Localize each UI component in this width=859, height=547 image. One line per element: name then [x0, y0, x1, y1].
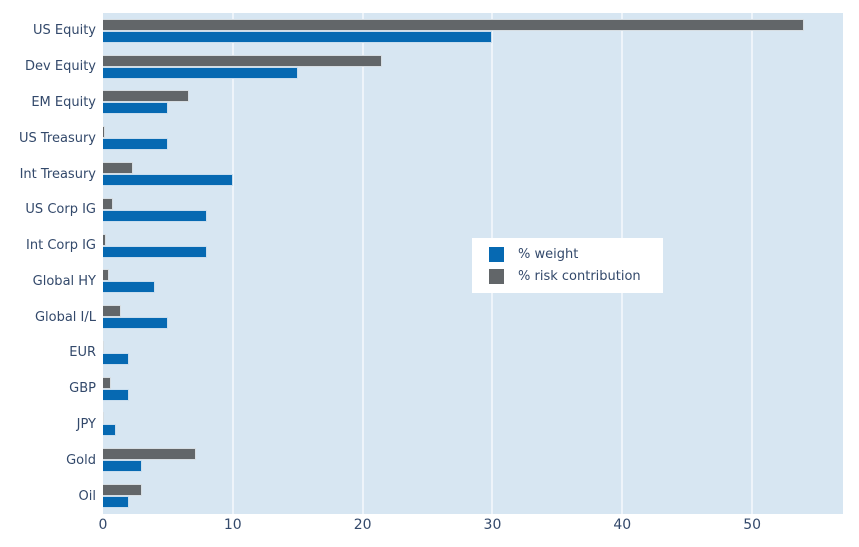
risk-bar — [103, 340, 105, 353]
weight-bar — [103, 317, 168, 330]
gridline — [751, 13, 754, 514]
risk-bar — [103, 197, 114, 210]
category-label: GBP — [69, 381, 96, 397]
x-tick-label: 0 — [98, 517, 108, 533]
legend-item-weight: % weight — [489, 247, 651, 262]
bar-row — [103, 192, 843, 228]
bar-row — [103, 335, 843, 371]
risk-bar — [103, 305, 122, 318]
bar-row — [103, 371, 843, 407]
category-label: Oil — [78, 488, 96, 504]
risk-bar — [103, 269, 110, 282]
x-tick-label: 20 — [353, 517, 372, 533]
category-label: US Equity — [32, 23, 96, 39]
risk-bar — [103, 54, 383, 67]
category-label: Global I/L — [34, 309, 96, 325]
weight-bar — [103, 102, 168, 115]
weight-bar — [103, 424, 116, 437]
bar-row — [103, 49, 843, 85]
weight-bar — [103, 245, 207, 258]
risk-bar — [103, 412, 104, 425]
category-label: EM Equity — [31, 94, 96, 110]
bar-row — [103, 85, 843, 121]
risk-bar — [103, 233, 107, 246]
risk-swatch-icon — [489, 269, 504, 284]
category-label: US Treasury — [18, 130, 96, 146]
legend-label-risk: % risk contribution — [518, 269, 641, 284]
x-tick-label: 10 — [223, 517, 242, 533]
risk-bar — [103, 484, 142, 497]
category-label: Int Treasury — [19, 166, 96, 182]
weight-bar — [103, 209, 207, 222]
x-tick-label: 50 — [743, 517, 762, 533]
risk-bar — [103, 376, 111, 389]
bar-row — [103, 442, 843, 478]
bar-rows — [103, 13, 843, 514]
gridline — [361, 13, 364, 514]
x-tick-label: 30 — [483, 517, 502, 533]
legend-item-risk: % risk contribution — [489, 269, 651, 284]
risk-bar — [103, 126, 105, 139]
weight-bar — [103, 174, 233, 187]
category-label: JPY — [76, 416, 96, 432]
risk-bar — [103, 448, 197, 461]
category-label: Global HY — [32, 273, 96, 289]
legend-label-weight: % weight — [518, 247, 579, 262]
weight-bar — [103, 388, 129, 401]
category-label: Gold — [66, 452, 96, 468]
bar-row — [103, 263, 843, 299]
risk-bar — [103, 18, 805, 31]
weight-bar — [103, 30, 493, 43]
plot-area — [103, 13, 843, 514]
risk-bar — [103, 162, 133, 175]
bar-row — [103, 407, 843, 443]
legend: % weight % risk contribution — [472, 238, 663, 293]
category-label: Int Corp IG — [26, 238, 96, 254]
weight-bar — [103, 352, 129, 365]
gridline — [231, 13, 234, 514]
category-label: US Corp IG — [25, 202, 96, 218]
y-axis-labels: US Equity Dev Equity EM Equity US Treasury I… — [0, 13, 99, 514]
bar-row — [103, 299, 843, 335]
weight-bar — [103, 460, 142, 473]
category-label: Dev Equity — [25, 59, 96, 75]
weight-bar — [103, 281, 155, 294]
bar-row — [103, 120, 843, 156]
weight-bar — [103, 496, 129, 509]
weight-bar — [103, 66, 298, 79]
bar-row — [103, 478, 843, 514]
weight-swatch-icon — [489, 247, 504, 262]
weight-bar — [103, 138, 168, 151]
x-tick-label: 40 — [613, 517, 632, 533]
bar-row — [103, 156, 843, 192]
bar-row — [103, 13, 843, 49]
risk-bar — [103, 90, 189, 103]
x-axis: 0 10 20 30 40 50 — [0, 517, 859, 539]
bar-row — [103, 228, 843, 264]
category-label: EUR — [69, 345, 96, 361]
